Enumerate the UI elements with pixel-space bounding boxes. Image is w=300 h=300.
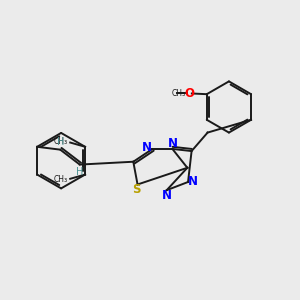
Text: N: N xyxy=(162,189,172,202)
Text: CH₃: CH₃ xyxy=(53,137,68,146)
Text: N: N xyxy=(142,141,152,154)
Text: N: N xyxy=(168,137,178,151)
Text: O: O xyxy=(184,87,194,100)
Text: CH₃: CH₃ xyxy=(53,175,68,184)
Text: H: H xyxy=(76,167,83,177)
Text: S: S xyxy=(132,183,140,196)
Text: H: H xyxy=(56,137,64,147)
Text: N: N xyxy=(188,176,198,188)
Text: CH₃: CH₃ xyxy=(172,89,186,98)
